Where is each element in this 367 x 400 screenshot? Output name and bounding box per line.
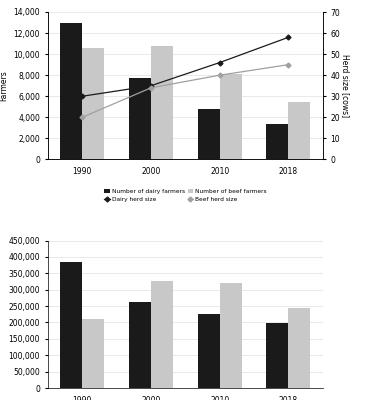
Bar xyxy=(198,314,220,388)
Line: Dairy herd size: Dairy herd size xyxy=(80,36,290,98)
Beef herd size xyxy=(80,115,84,120)
Bar xyxy=(60,262,82,388)
Bar xyxy=(82,48,104,160)
Y-axis label: Farmers: Farmers xyxy=(0,70,8,101)
Y-axis label: Herd size [cows]: Herd size [cows] xyxy=(341,54,350,117)
Bar xyxy=(220,74,242,160)
Bar xyxy=(151,46,173,160)
Bar xyxy=(198,109,220,160)
Beef herd size xyxy=(218,73,222,78)
Bar xyxy=(82,319,104,388)
Bar xyxy=(60,22,82,160)
Bar xyxy=(266,324,288,388)
Beef herd size xyxy=(286,62,291,67)
Bar xyxy=(151,280,173,388)
Dairy herd size xyxy=(286,35,291,40)
Dairy herd size xyxy=(218,60,222,65)
Bar xyxy=(220,283,242,388)
Beef herd size xyxy=(149,86,153,90)
Dairy herd size xyxy=(149,83,153,88)
Bar xyxy=(266,124,288,160)
Bar xyxy=(288,102,310,160)
Bar xyxy=(129,302,151,388)
Legend: Number of dairy farmers, Dairy herd size, Number of beef farmers, Beef herd size: Number of dairy farmers, Dairy herd size… xyxy=(104,189,267,202)
Y-axis label: Cows: Cows xyxy=(0,304,3,324)
Dairy herd size xyxy=(80,94,84,99)
Bar xyxy=(288,308,310,388)
Line: Beef herd size: Beef herd size xyxy=(80,63,290,119)
Bar xyxy=(129,78,151,160)
